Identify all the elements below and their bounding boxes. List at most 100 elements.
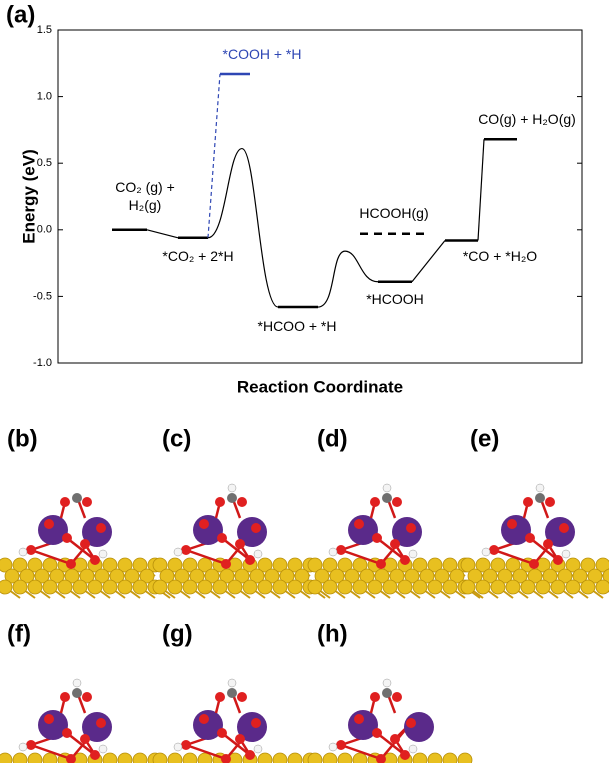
atom-h [562,550,570,558]
atom-c [382,493,392,503]
atom-o [80,539,90,549]
atom-au [153,580,167,594]
atom-o [26,740,36,750]
atom-h [174,743,182,751]
x-axis-label: Reaction Coordinate [237,377,403,396]
atom-au [183,753,197,763]
atom-c [72,493,82,503]
atom-au [228,580,242,594]
atom-o [372,533,382,543]
level-label: *CO₂ + 2*H [162,247,233,265]
atom-o [199,519,209,529]
atom-au [0,753,12,763]
atom-au [168,580,182,594]
atom-au [243,580,257,594]
atom-o [559,523,569,533]
atom-h [99,550,107,558]
atom-c [535,493,545,503]
panel-label: (a) [6,1,35,28]
level-label: HCOOH(g) [359,204,428,222]
atom-c [227,493,237,503]
atom-h [254,550,262,558]
structure-image [0,493,170,598]
atom-au [521,580,535,594]
atom-au [428,753,442,763]
atom-au [443,753,457,763]
panel-label: (c) [162,425,191,452]
atom-au [273,580,287,594]
atom-au [308,753,322,763]
panel-label: (g) [162,620,193,647]
atom-h [228,484,236,492]
atom-o [336,740,346,750]
atom-au [491,580,505,594]
atom-au [398,580,412,594]
atom-o [251,718,261,728]
atom-au [258,753,272,763]
atom-h [254,745,262,753]
atom-o [221,559,231,569]
atom-au [103,580,117,594]
atom-h [174,548,182,556]
level-label: *COOH + *H [223,45,302,63]
atom-o [96,523,106,533]
figure: -1.0-0.50.00.51.01.5(a)Energy (eV)Reacti… [0,0,609,763]
atom-o [400,750,410,760]
level-label: CO(g) + H₂O(g) [478,110,576,128]
level-label: *CO + *H₂O [463,247,537,265]
atom-c [72,688,82,698]
atom-o [406,523,416,533]
atom-au [323,753,337,763]
atom-au [338,753,352,763]
atom-c [227,688,237,698]
atom-au [28,580,42,594]
atom-h [409,745,417,753]
connector [412,240,445,281]
atom-au [596,580,609,594]
atom-o [390,734,400,744]
atom-au [28,753,42,763]
atom-au [13,580,27,594]
structure-image [153,484,325,598]
atom-h [19,548,27,556]
atom-au [536,580,550,594]
atom-o [66,559,76,569]
level-label: CO₂ (g) + H₂(g) [105,178,185,214]
connector [147,230,178,238]
atom-au [383,580,397,594]
atom-o [62,533,72,543]
atom-o [489,545,499,555]
atom-au [198,580,212,594]
atom-o [215,497,225,507]
atom-h [409,550,417,558]
atom-h [73,679,81,687]
atom-au [443,580,457,594]
atom-au [183,580,197,594]
atom-au [428,580,442,594]
panel-label: (e) [470,425,499,452]
atom-au [413,580,427,594]
y-tick-label: 1.0 [37,91,52,103]
atom-o [199,714,209,724]
y-tick-label: -0.5 [33,290,52,302]
atom-h [329,548,337,556]
connector [478,139,484,240]
atom-au [458,753,472,763]
atom-o [217,728,227,738]
atom-o [525,533,535,543]
atom-au [0,580,12,594]
atom-au [58,580,72,594]
atom-au [288,753,302,763]
atom-au [581,580,595,594]
atom-o [406,718,416,728]
atom-au [338,580,352,594]
atom-o [553,555,563,565]
atom-h [19,743,27,751]
structure-image [308,679,480,763]
level-label: *HCOO + *H [258,317,337,335]
y-tick-label: 0.5 [37,157,52,169]
atom-au [153,753,167,763]
atom-o [62,728,72,738]
atom-o [235,539,245,549]
atom-au [88,580,102,594]
